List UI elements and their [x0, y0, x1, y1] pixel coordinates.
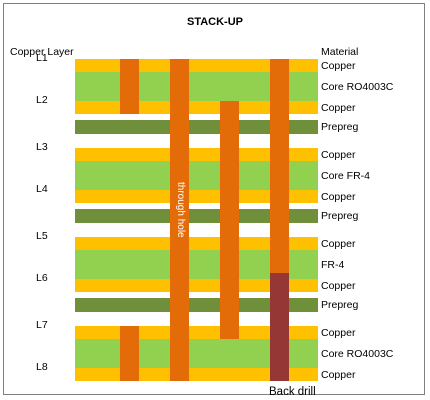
prepreg-band — [75, 120, 318, 134]
back-drill-region — [270, 273, 289, 381]
copper-layer-label: L1 — [36, 52, 48, 64]
material-label: Copper — [321, 59, 356, 72]
back-drill-label: Back drill — [269, 386, 316, 398]
through-via — [170, 59, 189, 381]
copper-band — [75, 190, 318, 203]
copper-layer-label: L2 — [36, 94, 48, 106]
copper-layer-label: L5 — [36, 230, 48, 242]
diagram-title: STACK-UP — [186, 16, 243, 28]
copper-layer-label: L6 — [36, 272, 48, 284]
material-label: Copper — [321, 101, 356, 114]
material-label: FR-4 — [321, 258, 345, 271]
material-label: Core RO4003C — [321, 80, 394, 93]
copper-layer-label: L4 — [36, 183, 48, 195]
copper-layer-label: L3 — [36, 141, 48, 153]
material-label: Core FR-4 — [321, 169, 371, 182]
material-label: Prepreg — [321, 121, 359, 133]
material-header: Material — [321, 46, 359, 58]
material-label: Prepreg — [321, 210, 359, 222]
blind-via — [120, 326, 139, 381]
copper-layer-label: L8 — [36, 361, 48, 373]
material-label: Prepreg — [321, 299, 359, 311]
prepreg-band — [75, 209, 318, 223]
prepreg-band — [75, 298, 318, 312]
plated-via — [270, 59, 289, 273]
copper-band — [75, 237, 318, 250]
blind-via — [120, 59, 139, 114]
copper-layer-header: Copper Layer — [10, 46, 74, 58]
material-label: Copper — [321, 237, 356, 250]
through-hole-label: through hole — [174, 182, 186, 238]
material-label: Copper — [321, 148, 356, 161]
copper-band — [75, 148, 318, 161]
material-label: Copper — [321, 368, 356, 381]
material-label: Copper — [321, 190, 356, 203]
copper-band — [75, 279, 318, 292]
material-label: Copper — [321, 279, 356, 292]
copper-layer-label: L7 — [36, 319, 48, 331]
material-label: Copper — [321, 326, 356, 339]
material-label: Core RO4003C — [321, 347, 394, 360]
buried-via — [220, 101, 239, 339]
